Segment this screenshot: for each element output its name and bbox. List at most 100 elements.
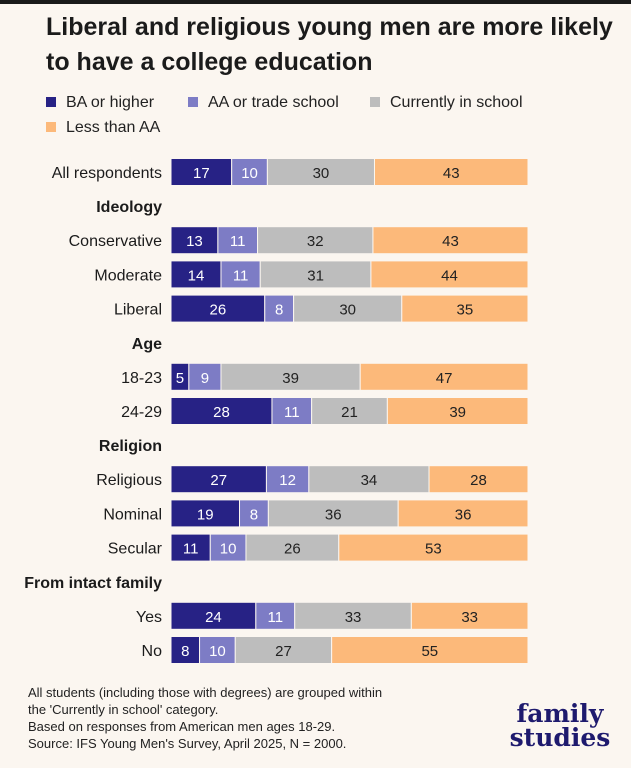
bar-18-23-less: [359, 362, 529, 391]
value-label-all-respondents-school: 30: [313, 165, 330, 182]
value-label-no-aa: 10: [209, 643, 226, 660]
footnote-line-2: the 'Currently in school' category.: [28, 702, 219, 717]
bar-yes-less: [410, 601, 529, 630]
value-label-nominal-ba: 19: [197, 506, 214, 523]
bar-conservative-less: [372, 226, 529, 255]
bar-liberal-less: [401, 294, 529, 323]
top-rule: [0, 0, 631, 4]
bar-secular-less: [338, 533, 529, 562]
value-label-liberal-school: 30: [339, 302, 356, 319]
logo-line-1: family: [516, 699, 604, 728]
bar-religious-aa: [265, 465, 310, 494]
value-label-secular-school: 26: [284, 541, 301, 558]
value-label-no-ba: 8: [181, 643, 189, 660]
value-label-religious-aa: 12: [279, 472, 296, 489]
bar-religious-ba: [170, 465, 267, 494]
legend-item-less: Less than AA: [46, 119, 160, 137]
row-label-nominal: Nominal: [103, 506, 162, 523]
row-label-18-23: 18-23: [121, 370, 162, 387]
row-label-moderate: Moderate: [94, 267, 162, 284]
bar-all-respondents-ba: [170, 158, 233, 186]
value-label-nominal-less: 36: [455, 506, 472, 523]
bar-liberal-aa: [264, 294, 295, 323]
value-label-18-23-ba: 5: [176, 370, 184, 387]
value-label-moderate-ba: 14: [188, 267, 205, 284]
bar-24-29-less: [386, 397, 529, 425]
value-label-religious-school: 34: [361, 472, 378, 489]
value-label-no-school: 27: [275, 643, 292, 660]
value-label-liberal-ba: 26: [210, 302, 227, 319]
legend-swatch-school: [370, 97, 380, 107]
bar-18-23-aa: [188, 362, 222, 391]
value-label-18-23-aa: 9: [201, 370, 209, 387]
group-header-from-intact-family: From intact family: [24, 575, 162, 592]
row-label-secular: Secular: [108, 541, 163, 558]
value-label-yes-less: 33: [461, 609, 478, 626]
bar-moderate-ba: [170, 260, 222, 289]
value-label-nominal-school: 36: [325, 506, 342, 523]
value-label-conservative-school: 32: [307, 233, 324, 250]
value-label-24-29-aa: 11: [284, 404, 300, 421]
value-label-24-29-school: 21: [341, 404, 358, 421]
bar-24-29-aa: [271, 397, 313, 425]
footnote-line-3: Based on responses from American men age…: [28, 719, 336, 734]
value-label-conservative-ba: 13: [186, 233, 203, 250]
row-label-no: No: [142, 643, 163, 660]
legend-label-school: Currently in school: [390, 94, 523, 111]
bar-liberal-ba: [170, 294, 266, 323]
value-label-liberal-less: 35: [457, 302, 474, 319]
bar-nominal-less: [397, 499, 529, 528]
legend-swatch-aa: [188, 97, 198, 107]
legend-swatch-less: [46, 122, 56, 132]
value-label-yes-ba: 24: [205, 609, 222, 626]
value-label-all-respondents-less: 43: [443, 165, 460, 182]
bar-moderate-less: [370, 260, 529, 289]
group-header-age: Age: [132, 336, 162, 353]
row-label-religious: Religious: [96, 472, 162, 489]
footnote: All students (including those with degre…: [28, 684, 458, 752]
bar-18-23-school: [220, 362, 361, 391]
bar-chart: All respondents 17 10 30 43 Ideology Conservat…: [24, 158, 529, 664]
bar-no-aa: [199, 636, 236, 664]
bar-all-respondents-aa: [231, 158, 268, 186]
bar-religious-less: [428, 465, 529, 494]
bar-moderate-school: [259, 260, 372, 289]
legend-label-less: Less than AA: [66, 119, 161, 136]
value-label-moderate-less: 44: [441, 267, 458, 284]
value-label-secular-less: 53: [425, 541, 442, 558]
row-label-24-29: 24-29: [121, 404, 162, 421]
row-label-all-respondents: All respondents: [52, 165, 162, 182]
value-label-all-respondents-ba: 17: [193, 165, 210, 182]
value-label-conservative-less: 43: [442, 233, 459, 250]
row-label-conservative: Conservative: [69, 233, 162, 250]
bar-liberal-school: [293, 294, 403, 323]
legend-item-ba: BA or higher: [46, 94, 154, 112]
row-label-liberal: Liberal: [114, 302, 162, 319]
value-label-24-29-less: 39: [449, 404, 466, 421]
bar-moderate-aa: [220, 260, 261, 289]
legend-item-aa: AA or trade school: [188, 94, 339, 112]
bar-secular-school: [245, 533, 340, 562]
bar-all-respondents-less: [373, 158, 529, 186]
legend-item-school: Currently in school: [370, 94, 523, 112]
legend-label-ba: BA or higher: [66, 94, 155, 111]
footnote-line-4: Source: IFS Young Men's Survey, April 20…: [28, 736, 347, 751]
bar-no-school: [234, 636, 333, 664]
row-label-yes: Yes: [136, 609, 162, 626]
bar-conservative-ba: [170, 226, 219, 255]
bar-nominal-school: [267, 499, 399, 528]
bar-all-respondents-school: [266, 158, 375, 186]
value-label-no-less: 55: [421, 643, 438, 660]
value-label-secular-aa: 10: [220, 541, 237, 558]
bar-no-less: [331, 636, 529, 664]
value-label-religious-ba: 27: [210, 472, 227, 489]
bar-yes-ba: [170, 601, 257, 630]
bar-conservative-aa: [217, 226, 259, 255]
bar-yes-school: [294, 601, 412, 630]
legend-swatch-ba: [46, 97, 56, 107]
group-header-religion: Religion: [99, 438, 162, 455]
value-label-nominal-aa: 8: [250, 506, 258, 523]
value-label-religious-less: 28: [470, 472, 487, 489]
bar-secular-ba: [170, 533, 211, 562]
group-header-ideology: Ideology: [96, 199, 162, 216]
